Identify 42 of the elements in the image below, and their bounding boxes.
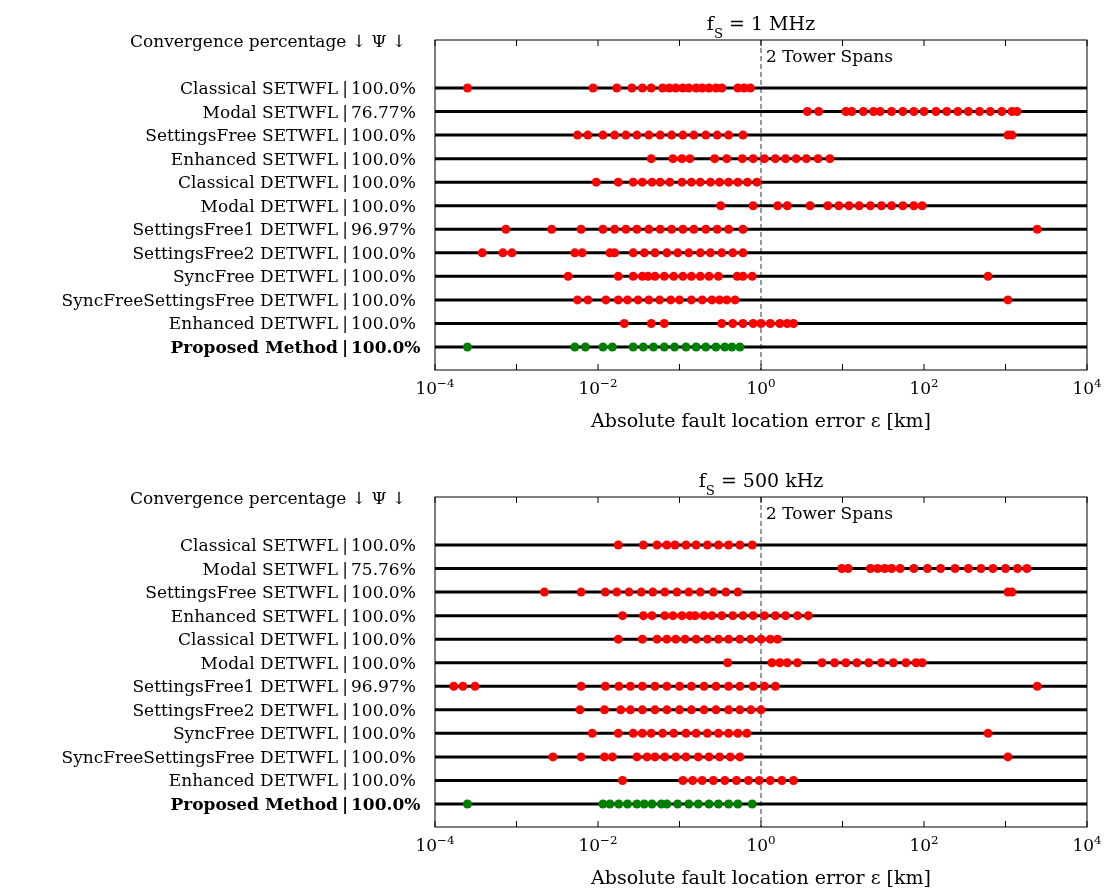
y-tick-label: Classical DETWFL | 100.0%: [178, 629, 416, 650]
y-tick-label: Classical SETWFL | 100.0%: [180, 535, 416, 555]
y-tick-label: SyncFree DETWFL | 100.0%: [172, 266, 416, 287]
y-tick-label: Enhanced DETWFL | 100.0%: [168, 770, 416, 791]
x-tick-label: 10$^{2}$: [909, 833, 939, 855]
x-tick-label: 10$^{−2}$: [578, 376, 618, 398]
y-tick-label: Modal DETWFL | 100.0%: [200, 195, 416, 216]
y-tick-label: SyncFreeSettingsFree DETWFL | 100.0%: [61, 289, 416, 310]
y-tick-label: SettingsFree2 DETWFL | 100.0%: [132, 242, 416, 263]
y-tick-label: Modal SETWFL | 76.77%: [202, 101, 416, 122]
y-tick-label: SettingsFree2 DETWFL | 100.0%: [132, 699, 416, 720]
y-tick-label: Enhanced SETWFL | 100.0%: [170, 605, 416, 626]
y-tick-label: Modal DETWFL | 100.0%: [200, 652, 416, 673]
x-tick-label: 10$^{4}$: [1072, 376, 1102, 398]
y-tick-label: SettingsFree1 DETWFL | 96.97%: [132, 676, 416, 697]
y-tick-label: Classical SETWFL | 100.0%: [180, 78, 416, 98]
y-tick-label: SyncFree DETWFL | 100.0%: [172, 723, 416, 744]
y-tick-label: SyncFreeSettingsFree DETWFL | 100.0%: [61, 746, 416, 767]
y-tick-label: Proposed Method | 100.0%: [170, 794, 421, 814]
x-axis-title: Absolute fault location error ε [km]: [590, 866, 931, 888]
x-tick-label: 10$^{−4}$: [415, 833, 455, 855]
y-tick-label: SettingsFree SETWFL | 100.0%: [145, 125, 416, 146]
x-tick-label: 10$^{0}$: [746, 376, 776, 398]
ref-line-label: 2 Tower Spans: [766, 503, 893, 523]
y-tick-label: Enhanced SETWFL | 100.0%: [170, 148, 416, 169]
x-tick-label: 10$^{0}$: [746, 833, 776, 855]
text: Convergence percentage ↓ Ψ ↓: [130, 488, 406, 508]
y-tick-label: SettingsFree SETWFL | 100.0%: [145, 582, 416, 603]
y-tick-label: Modal SETWFL | 75.76%: [202, 558, 416, 579]
y-tick-label: Enhanced DETWFL | 100.0%: [168, 313, 416, 334]
x-axis-title: Absolute fault location error ε [km]: [590, 409, 931, 431]
y-tick-label: Classical DETWFL | 100.0%: [178, 172, 416, 193]
y-tick-label: SettingsFree1 DETWFL | 96.97%: [132, 219, 416, 240]
y-tick-label: Proposed Method | 100.0%: [170, 337, 421, 357]
x-tick-label: 10$^{2}$: [909, 376, 939, 398]
ref-line-label: 2 Tower Spans: [766, 46, 893, 66]
chart-title: f$_{S}$ = 500 kHz: [698, 469, 824, 498]
text: Convergence percentage ↓ Ψ ↓: [130, 31, 406, 51]
x-tick-label: 10$^{−4}$: [415, 376, 455, 398]
x-tick-label: 10$^{4}$: [1072, 833, 1102, 855]
x-tick-label: 10$^{−2}$: [578, 833, 618, 855]
chart-title: f$_{S}$ = 1 MHz: [706, 12, 816, 41]
